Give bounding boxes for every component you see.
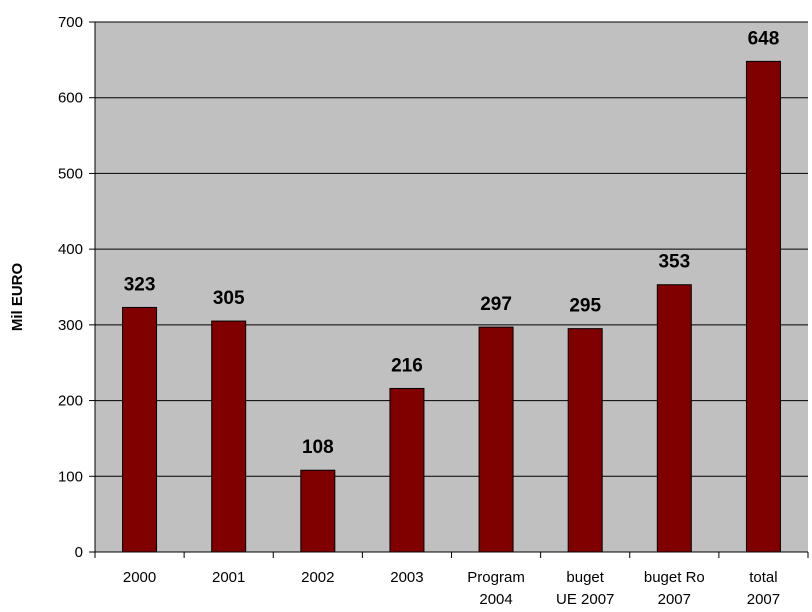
data-label: 295 [569, 296, 601, 317]
y-tick-label: 700 [58, 14, 83, 31]
plot-area [95, 22, 808, 552]
y-axis: 0 100 200 300 400 500 600 700 [58, 14, 96, 561]
x-tick-label: 2003 [390, 569, 423, 586]
bar [478, 326, 514, 553]
y-tick-label: 200 [58, 393, 83, 410]
bar [300, 469, 336, 553]
x-tick-label: 2001 [212, 569, 245, 586]
data-label: 216 [391, 355, 423, 376]
x-tick-label: buget [566, 569, 604, 586]
bar [567, 328, 603, 553]
data-label: 305 [213, 288, 245, 309]
data-label: 108 [302, 437, 334, 458]
y-tick-label: 0 [75, 544, 83, 561]
bar [211, 320, 247, 553]
y-tick-label: 400 [58, 241, 83, 258]
x-tick-label: 2000 [123, 569, 156, 586]
x-tick-label: 2007 [658, 591, 691, 608]
y-axis-title: Mil EURO [9, 263, 26, 332]
x-tick-label: 2004 [479, 591, 512, 608]
bar [122, 306, 158, 553]
bar [389, 387, 425, 553]
y-tick-label: 600 [58, 90, 83, 107]
y-tick-label: 100 [58, 468, 83, 485]
x-tick-label: 2007 [747, 591, 780, 608]
data-label: 353 [658, 252, 690, 273]
x-axis: 2000 2001 2002 2003 Program 2004 buget UE 2007 b… [94, 551, 809, 608]
data-label: 648 [748, 28, 780, 49]
x-tick-label: UE 2007 [556, 591, 614, 608]
x-tick-label: buget Ro [644, 569, 705, 586]
data-label: 323 [124, 274, 156, 295]
x-tick-label: Program [467, 569, 525, 586]
data-label: 297 [480, 294, 512, 315]
bars [122, 60, 781, 553]
y-tick-label: 300 [58, 317, 83, 334]
y-tick-label: 500 [58, 165, 83, 182]
x-tick-label: total [749, 569, 777, 586]
x-tick-label: 2002 [301, 569, 334, 586]
data-labels: 323 305 108 216 297 295 353 648 [124, 28, 780, 458]
bar [745, 60, 781, 553]
bar [656, 284, 692, 553]
